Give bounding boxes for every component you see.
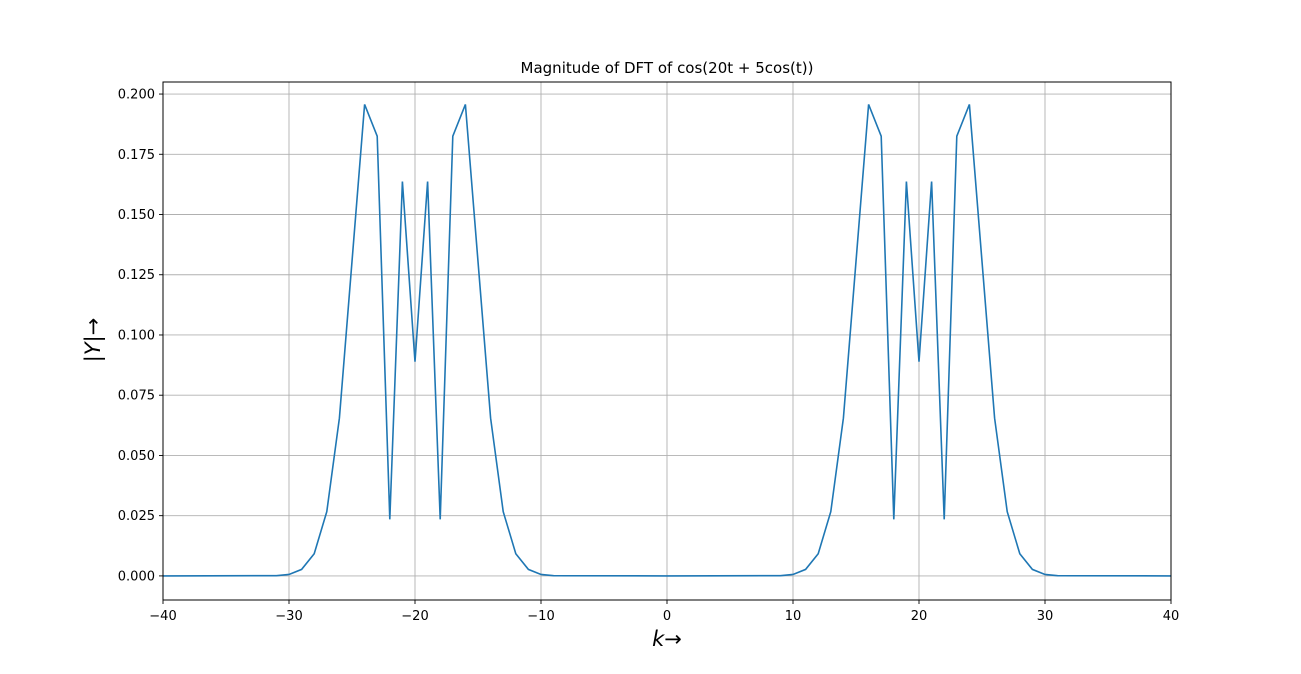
x-tick-label: −20 <box>401 609 428 624</box>
y-tick-label: 0.075 <box>118 389 155 404</box>
y-axis-label: |Y|→ <box>81 318 106 363</box>
grid-lines <box>162 82 1172 600</box>
x-axis-label: k→ <box>652 627 682 651</box>
x-tick-label: 20 <box>911 609 928 624</box>
x-tick-label: 10 <box>785 609 802 624</box>
x-tick-label: −30 <box>275 609 302 624</box>
plot-area <box>162 104 1172 577</box>
x-tick-label: 0 <box>663 609 671 624</box>
y-tick-label: 0.175 <box>118 148 155 163</box>
y-tick-label: 0.200 <box>118 88 155 103</box>
x-tick-label: 30 <box>1037 609 1054 624</box>
chart-title: Magnitude of DFT of cos(20t + 5cos(t)) <box>521 59 814 77</box>
x-tick-label: 40 <box>1163 609 1180 624</box>
x-tick-label: −40 <box>149 609 176 624</box>
y-tick-label: 0.000 <box>118 569 155 584</box>
y-tick-label: 0.100 <box>118 328 155 343</box>
x-tick-label: −10 <box>527 609 554 624</box>
y-tick-label: 0.025 <box>118 509 155 524</box>
axis-ticks: −40 −30 −20 −10 0 10 20 30 40 0.000 0.025 0.050 0.07… <box>118 88 1179 624</box>
y-tick-label: 0.150 <box>118 208 155 223</box>
y-tick-label: 0.125 <box>118 268 155 283</box>
series-line <box>162 104 1172 577</box>
y-tick-label: 0.050 <box>118 449 155 464</box>
